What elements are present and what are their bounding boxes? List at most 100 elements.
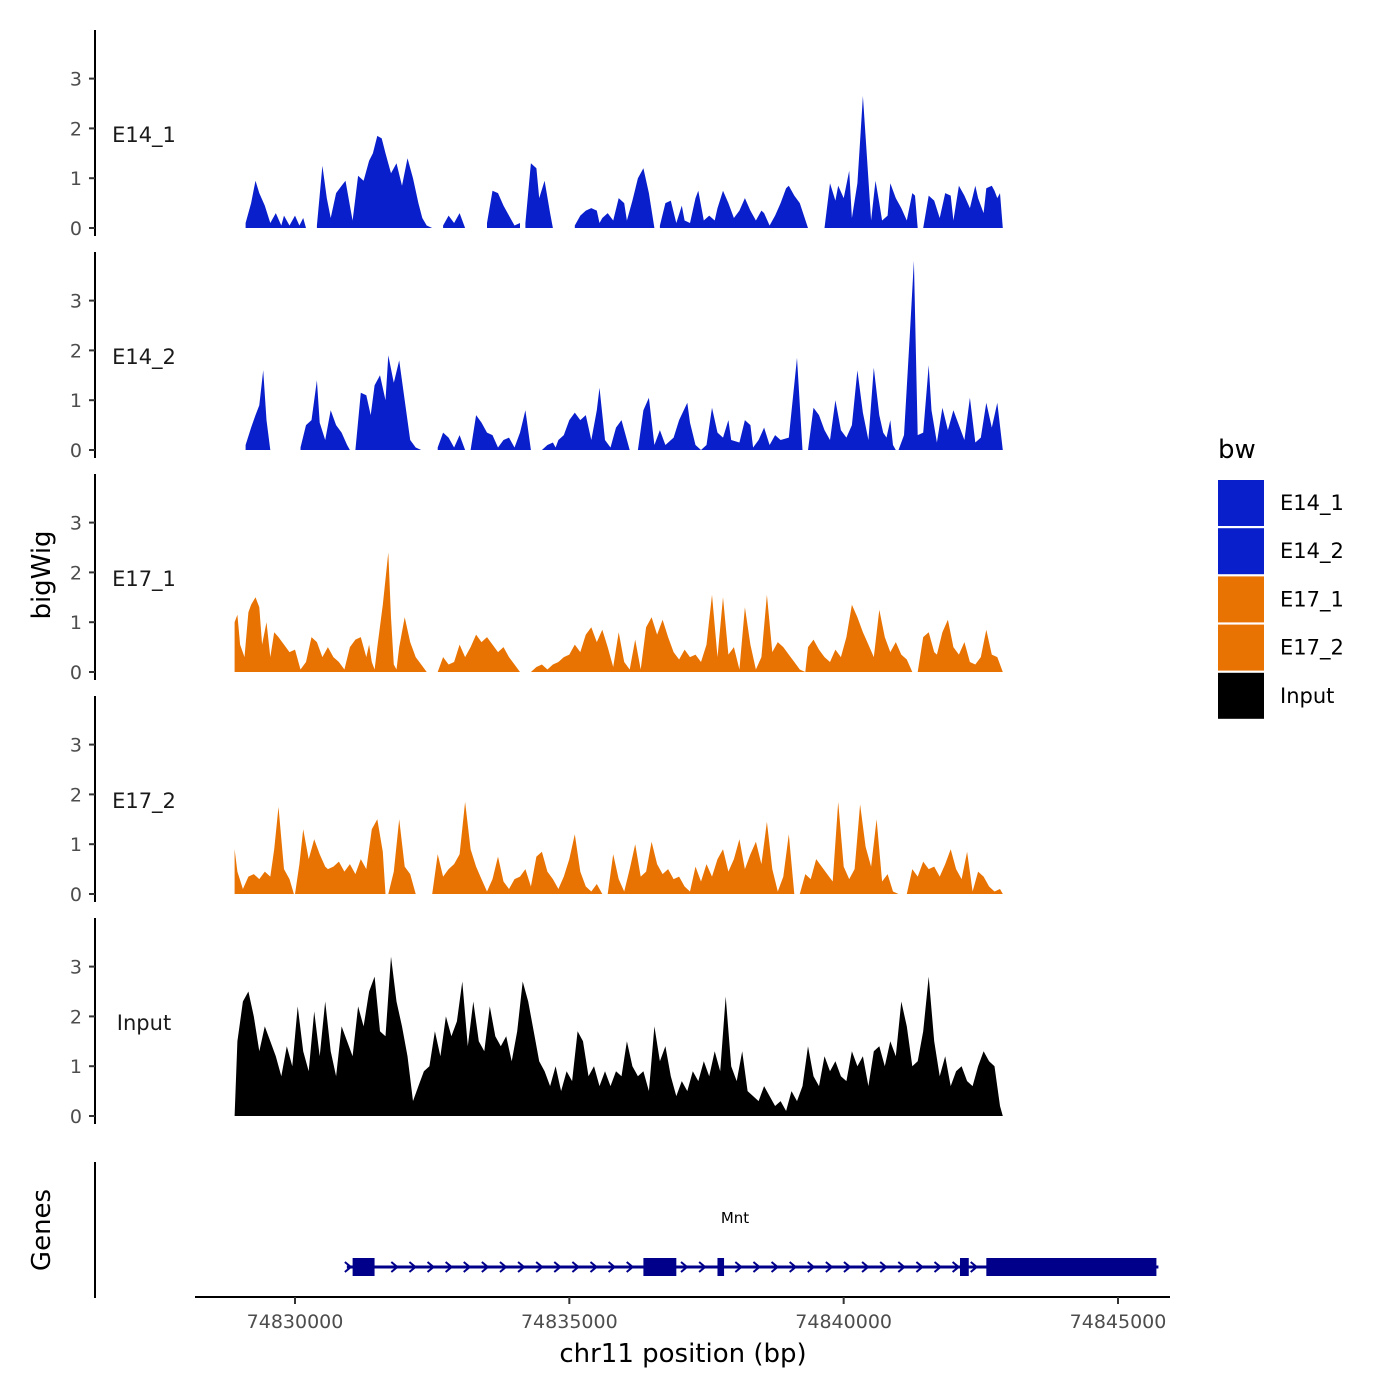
strand-chevron-icon	[444, 1261, 454, 1273]
strand-chevron-icon	[933, 1261, 943, 1273]
legend-swatch-e14-1	[1218, 480, 1264, 526]
legend-label-input: Input	[1280, 684, 1334, 708]
area-e14-2-segment-8	[808, 367, 896, 450]
area-e17-2-segment-5	[607, 821, 795, 894]
track-panel-e14-1: 0 1 2 3 E14_1	[70, 30, 1003, 240]
panels-layer: 0 1 2 3 E14_1 0 1 2 3 E14_2 0 1 2 3 E17_1 0 1 2 3 E17_2 0 1 2 3…	[70, 30, 1003, 1128]
area-e17-1-segment-4	[805, 604, 913, 672]
legend-swatch-input	[1218, 672, 1264, 719]
area-e17-2-segment-7	[906, 849, 1003, 894]
strand-chevron-icon	[517, 1261, 526, 1273]
y-tick-label-e17-1-2: 2	[70, 562, 82, 584]
strand-chevron-icon	[734, 1261, 743, 1273]
genes-track: Genes Mnt	[27, 1162, 1159, 1298]
x-tick-label-74835000: 74835000	[521, 1311, 618, 1333]
strand-chevron-icon	[499, 1261, 508, 1273]
legend-swatch-e17-2	[1218, 624, 1264, 671]
gene-exon-4	[959, 1258, 969, 1276]
x-tick-label-74840000: 74840000	[795, 1311, 892, 1333]
strand-chevron-icon	[463, 1261, 472, 1273]
area-e14-2-segment-1	[245, 370, 271, 450]
genes-track-title: Genes	[27, 1189, 57, 1271]
strand-chevron-icon	[951, 1261, 961, 1273]
area-e14-1-segment-3	[443, 213, 466, 228]
strand-chevron-icon	[752, 1261, 761, 1273]
strand-chevron-icon	[535, 1261, 544, 1273]
y-tick-label-e14-1-2: 2	[70, 118, 82, 140]
track-panel-e17-2: 0 1 2 3 E17_2	[70, 696, 1003, 906]
gene-exon-2	[643, 1258, 677, 1276]
area-e14-2-segment-9	[898, 260, 1003, 450]
legend-swatch-e17-1	[1218, 576, 1264, 623]
panel-label-e14-2: E14_2	[112, 345, 176, 370]
area-e14-1-segment-8	[824, 96, 918, 228]
strand-chevron-icon	[789, 1261, 798, 1273]
area-e17-2-segment-1	[234, 806, 294, 894]
panel-label-e17-1: E17_1	[112, 567, 176, 592]
y-tick-label-e14-1-0: 0	[70, 218, 82, 240]
strand-chevron-icon	[879, 1261, 888, 1273]
strand-chevron-icon	[426, 1261, 436, 1273]
area-e17-1-segment-3	[530, 594, 806, 672]
legend-label-e17-2: E17_2	[1280, 636, 1344, 661]
strand-chevron-icon	[843, 1261, 852, 1273]
y-tick-label-e14-2-2: 2	[70, 340, 82, 362]
panel-label-e17-2: E17_2	[112, 789, 176, 814]
strand-chevron-icon	[390, 1261, 399, 1273]
area-e17-2-segment-6	[799, 801, 899, 894]
gene-exon-3	[717, 1258, 725, 1276]
area-e14-2-segment-3	[355, 355, 422, 450]
area-e14-1-segment-7	[659, 185, 808, 228]
gene-exon-5	[986, 1258, 1157, 1276]
strand-chevron-icon	[408, 1261, 417, 1273]
track-panel-input: 0 1 2 3 Input	[70, 918, 1003, 1128]
area-e14-2-segment-2	[300, 380, 350, 450]
area-e17-2-segment-3	[388, 819, 416, 894]
area-e14-1-segment-5	[525, 163, 553, 228]
strand-chevron-icon	[915, 1261, 924, 1273]
area-e17-1-segment-5	[917, 619, 1003, 672]
y-tick-label-input-0: 0	[70, 1106, 82, 1128]
legend-swatch-e14-2	[1218, 528, 1264, 575]
y-tick-label-e14-2-3: 3	[70, 291, 82, 313]
x-axis: chr11 position (bp) 74830000 74835000 7484…	[195, 1296, 1170, 1369]
area-e14-1-segment-6	[574, 168, 655, 228]
y-tick-label-e14-1-1: 1	[70, 168, 82, 190]
track-panel-e14-2: 0 1 2 3 E14_2	[70, 252, 1003, 462]
y-tick-label-e14-1-3: 3	[70, 69, 82, 91]
y-tick-label-e17-2-1: 1	[70, 834, 82, 856]
strand-chevron-icon	[825, 1261, 834, 1273]
area-e14-1-segment-2	[316, 135, 433, 228]
y-tick-label-input-2: 2	[70, 1006, 82, 1028]
area-e14-2-segment-5	[470, 410, 531, 450]
area-e17-2-segment-2	[295, 819, 386, 894]
strand-chevron-icon	[970, 1261, 979, 1273]
legend-label-e14-2: E14_2	[1280, 539, 1344, 564]
strand-chevron-icon	[626, 1261, 635, 1273]
area-e14-2-segment-7	[637, 357, 803, 450]
legend-label-e17-1: E17_1	[1280, 587, 1344, 612]
track-panel-e17-1: 0 1 2 3 E17_1	[70, 474, 1003, 684]
y-axis-title: bigWig	[27, 530, 57, 619]
y-tick-label-e17-1-0: 0	[70, 662, 82, 684]
y-tick-label-e17-1-1: 1	[70, 612, 82, 634]
panel-label-input: Input	[117, 1011, 171, 1035]
panel-label-e14-1: E14_1	[112, 123, 176, 148]
strand-chevron-icon	[861, 1261, 870, 1273]
strand-chevron-icon	[698, 1261, 707, 1273]
strand-chevron-icon	[897, 1261, 906, 1273]
x-tick-label-74845000: 74845000	[1070, 1311, 1167, 1333]
strand-chevron-icon	[344, 1261, 353, 1273]
area-e14-1-segment-4	[487, 190, 520, 228]
area-e14-1-segment-1	[245, 180, 306, 228]
area-e14-2-segment-6	[541, 387, 630, 450]
y-tick-label-input-3: 3	[70, 957, 82, 979]
y-tick-label-e17-1-3: 3	[70, 513, 82, 535]
area-e17-1-segment-2	[437, 634, 520, 672]
strand-chevron-icon	[553, 1261, 562, 1273]
y-tick-label-e17-2-0: 0	[70, 884, 82, 906]
gene-exon-1	[352, 1258, 375, 1276]
area-e17-1-segment-1	[234, 552, 427, 672]
x-axis-title: chr11 position (bp)	[559, 1339, 806, 1369]
